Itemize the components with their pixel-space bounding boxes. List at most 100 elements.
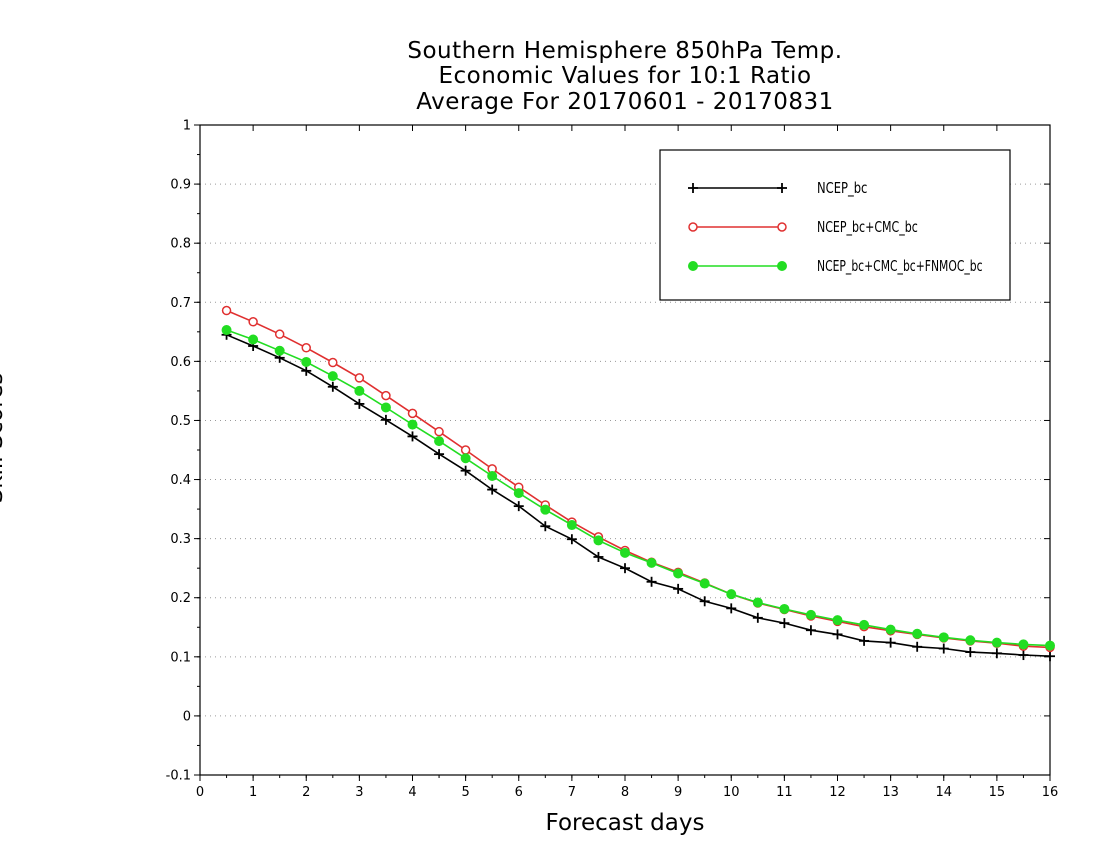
data-point — [434, 436, 445, 447]
data-point — [991, 648, 1002, 659]
series-1 — [221, 305, 1055, 653]
data-point — [805, 625, 816, 636]
data-series — [221, 305, 1055, 662]
y-tick-label: 0.1 — [170, 650, 191, 665]
legend-label: NCEP_bc+CMC_bc+FNMOC_bc — [817, 257, 983, 276]
data-point — [726, 589, 737, 600]
legend-entry: NCEP_bc — [688, 179, 867, 198]
x-tick-label: 2 — [302, 785, 310, 800]
data-point — [673, 568, 684, 579]
chart-title-line-1: Southern Hemisphere 850hPa Temp. — [407, 38, 843, 64]
x-tick-label: 5 — [461, 785, 469, 800]
grid-lines — [200, 183, 1050, 717]
data-point — [688, 261, 698, 271]
data-point — [566, 534, 577, 545]
data-point — [513, 488, 524, 499]
legend-entry: NCEP_bc+CMC_bc — [688, 218, 918, 237]
y-tick-label: 0.7 — [170, 296, 191, 311]
y-tick-label: 1 — [183, 119, 191, 134]
x-tick-label: 9 — [674, 785, 682, 800]
data-point — [328, 357, 338, 368]
data-point — [274, 329, 285, 339]
legend-label: NCEP_bc — [817, 179, 867, 198]
y-tick-label: 0.4 — [170, 473, 191, 488]
data-point — [673, 583, 684, 594]
legend-box — [659, 149, 1011, 301]
legend-label: NCEP_bc+CMC_bc — [817, 218, 918, 237]
data-point — [859, 635, 870, 646]
x-tick-label: 16 — [1042, 785, 1059, 800]
data-point — [513, 501, 524, 512]
data-point — [646, 557, 657, 568]
data-point — [832, 629, 843, 640]
data-point — [859, 619, 870, 630]
data-point — [301, 356, 312, 367]
data-point — [752, 597, 763, 608]
series-2 — [221, 325, 1055, 651]
series-line — [226, 334, 1051, 657]
data-point — [301, 343, 311, 353]
data-point — [540, 504, 551, 515]
data-point — [688, 183, 698, 193]
data-point — [566, 520, 577, 531]
data-point — [699, 578, 710, 589]
y-tick-label: 0.5 — [170, 414, 191, 429]
data-point — [991, 637, 1002, 648]
data-point — [460, 445, 471, 455]
data-point — [777, 222, 787, 232]
data-point — [460, 465, 471, 476]
data-point — [354, 398, 365, 409]
data-point — [221, 325, 232, 336]
chart-title-line-3: Average For 20170601 - 20170831 — [416, 89, 834, 115]
data-point — [407, 419, 418, 430]
data-point — [885, 624, 896, 635]
data-point — [593, 535, 604, 546]
data-point — [487, 484, 498, 495]
data-point — [221, 305, 232, 316]
y-tick-label: 0.8 — [170, 237, 191, 252]
y-tick-label: 0.6 — [170, 355, 191, 370]
x-axis-label: Forecast days — [545, 810, 705, 836]
data-point — [699, 596, 710, 607]
data-point — [327, 381, 338, 392]
y-tick-label: 0 — [183, 709, 191, 724]
x-tick-label: 15 — [989, 785, 1006, 800]
x-tick-label: 0 — [196, 785, 204, 800]
data-point — [688, 222, 698, 232]
x-tick-label: 1 — [249, 785, 257, 800]
data-point — [407, 431, 418, 442]
data-point — [805, 609, 816, 620]
data-point — [938, 632, 949, 643]
data-point — [965, 635, 976, 646]
data-point — [1018, 639, 1029, 650]
data-point — [777, 261, 787, 271]
data-point — [380, 414, 391, 425]
data-point — [1045, 651, 1055, 662]
data-point — [912, 641, 923, 652]
data-point — [965, 647, 976, 658]
x-tick-label: 11 — [776, 785, 793, 800]
y-tick-label: -0.1 — [166, 769, 191, 784]
x-tick-label: 12 — [829, 785, 846, 800]
series-line — [226, 329, 1051, 647]
data-point — [1045, 640, 1055, 651]
data-point — [540, 521, 551, 532]
data-point — [380, 402, 391, 413]
data-point — [646, 576, 657, 587]
chart-title-line-2: Economic Values for 10:1 Ratio — [438, 63, 812, 89]
data-point — [274, 345, 285, 356]
data-point — [726, 603, 737, 614]
data-point — [381, 390, 391, 401]
data-point — [885, 637, 896, 648]
y-tick-label: 0.3 — [170, 532, 191, 547]
data-point — [301, 365, 312, 376]
data-point — [487, 471, 498, 481]
data-point — [777, 183, 787, 193]
data-point — [434, 426, 444, 437]
data-point — [434, 449, 445, 460]
data-point — [832, 615, 843, 626]
data-point — [248, 334, 259, 345]
data-point — [620, 563, 630, 574]
x-tick-label: 10 — [723, 785, 740, 800]
